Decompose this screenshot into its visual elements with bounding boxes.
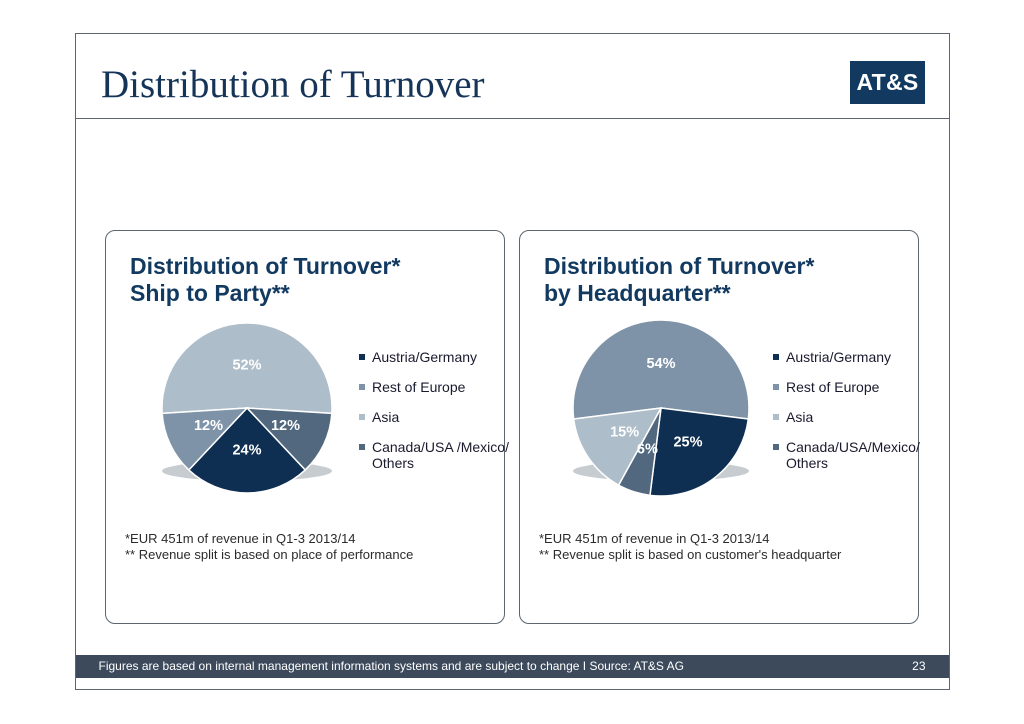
svg-text:15%: 15%	[610, 425, 639, 441]
svg-text:12%: 12%	[194, 418, 223, 434]
svg-text:52%: 52%	[232, 357, 261, 373]
svg-text:25%: 25%	[673, 435, 702, 451]
svg-text:6%: 6%	[637, 442, 658, 458]
svg-text:24%: 24%	[232, 442, 261, 458]
svg-text:54%: 54%	[646, 356, 675, 372]
svg-text:12%: 12%	[271, 418, 300, 434]
